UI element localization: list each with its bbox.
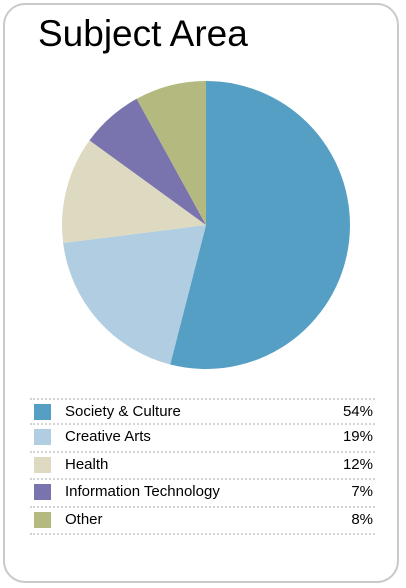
legend-swatch	[34, 456, 51, 473]
legend-label: Information Technology	[65, 483, 220, 501]
pie-slice-information-technology	[89, 98, 206, 225]
legend-value: 12%	[342, 455, 373, 473]
pie-slice-health	[62, 140, 207, 244]
legend-label: Other	[65, 510, 103, 528]
chart-legend: Society & Culture 54% Creative Arts 19% Heal…	[30, 398, 375, 535]
pie-slices	[62, 81, 350, 369]
legend-value: 7%	[351, 483, 373, 501]
legend-swatch	[34, 484, 51, 501]
legend-value: 8%	[351, 510, 373, 528]
pie-slice-other	[136, 81, 206, 225]
legend-label: Society & Culture	[65, 403, 181, 420]
legend-swatch	[34, 429, 51, 446]
legend-label: Creative Arts	[65, 428, 151, 446]
legend-item: Health 12%	[30, 453, 375, 481]
legend-item: Society & Culture 54%	[30, 398, 375, 426]
pie-slice-society-culture	[170, 81, 350, 369]
legend-swatch	[34, 404, 51, 420]
legend-item: Information Technology 7%	[30, 480, 375, 508]
legend-value: 54%	[342, 403, 373, 420]
chart-title: Subject Area	[38, 13, 248, 54]
legend-label: Health	[65, 455, 109, 473]
legend-value: 19%	[342, 428, 373, 446]
legend-swatch	[34, 511, 51, 528]
legend-item: Other 8%	[30, 508, 375, 535]
pie-slice-creative-arts	[63, 225, 206, 365]
legend-item: Creative Arts 19%	[30, 425, 375, 453]
